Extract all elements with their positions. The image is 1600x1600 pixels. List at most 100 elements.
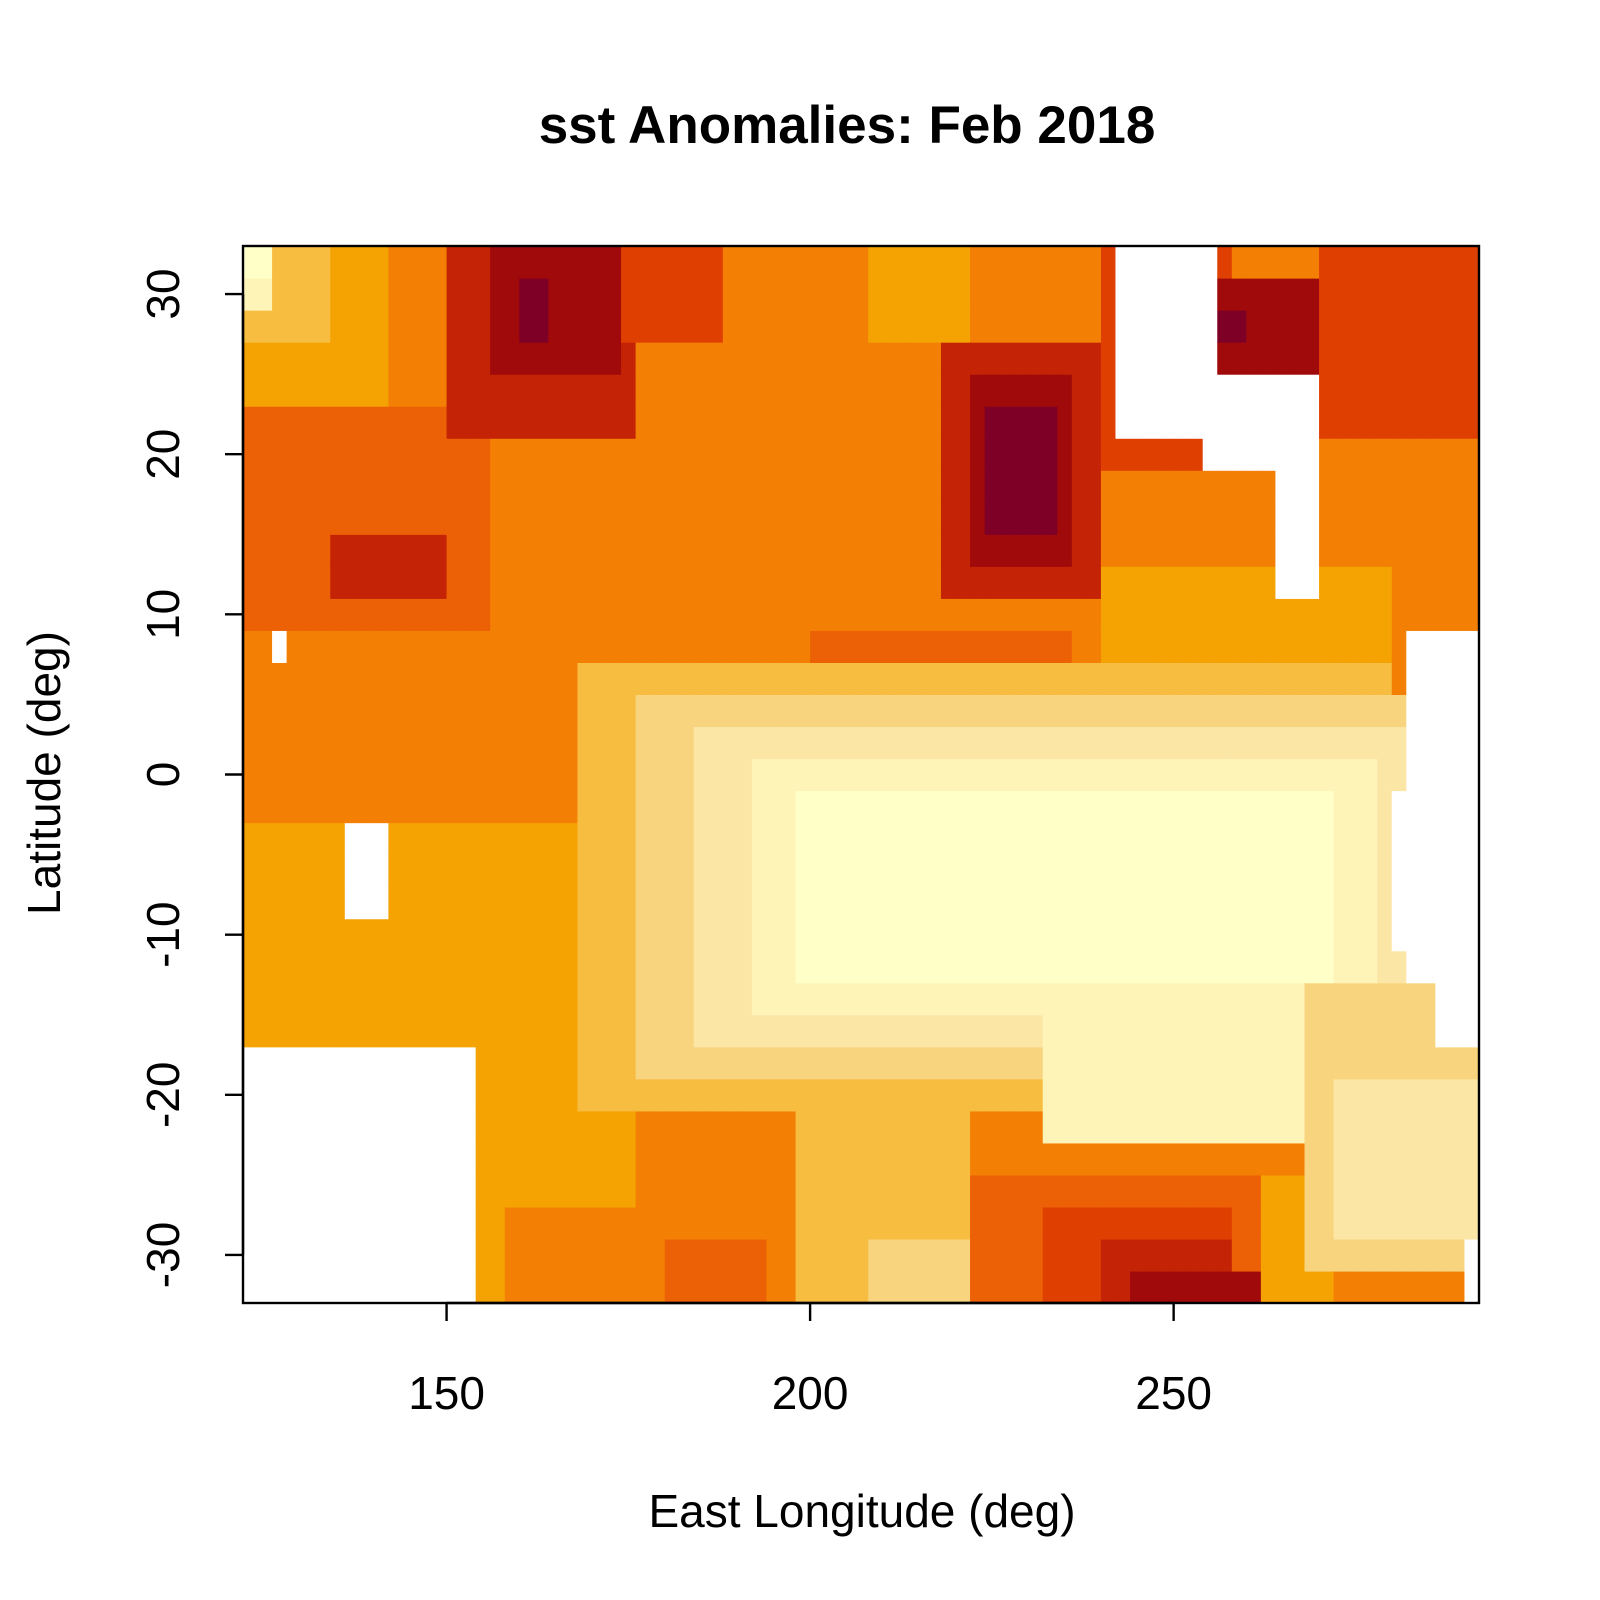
- heatmap-cell: [1173, 566, 1189, 599]
- heatmap-cell: [1449, 662, 1466, 696]
- heatmap-cell: [591, 246, 608, 279]
- heatmap-cell: [737, 790, 753, 824]
- heatmap-cell: [693, 534, 709, 567]
- heatmap-cell: [606, 278, 622, 311]
- heatmap-cell: [1188, 342, 1204, 375]
- heatmap-cell: [650, 790, 666, 824]
- heatmap-cell: [402, 950, 419, 984]
- heatmap-cell: [548, 918, 564, 952]
- heatmap-cell: [243, 630, 259, 663]
- heatmap-cell: [1406, 1078, 1422, 1112]
- heatmap-cell: [577, 822, 593, 856]
- heatmap-cell: [562, 278, 579, 311]
- heatmap-cell: [1144, 950, 1160, 984]
- heatmap-cell: [708, 1014, 724, 1048]
- heatmap-cell: [519, 822, 535, 856]
- heatmap-cell: [591, 630, 608, 663]
- heatmap-cell: [1202, 950, 1218, 984]
- heatmap-cell: [882, 406, 898, 439]
- heatmap-cell: [257, 1270, 273, 1304]
- heatmap-cell: [868, 1078, 884, 1112]
- heatmap-cell: [1348, 1078, 1364, 1112]
- heatmap-cell: [781, 1238, 797, 1272]
- heatmap-cell: [1057, 1270, 1073, 1304]
- heatmap-cell: [606, 758, 622, 792]
- heatmap-cell: [722, 438, 738, 471]
- heatmap-cell: [1013, 374, 1029, 407]
- heatmap-cell: [1173, 790, 1189, 824]
- heatmap-cell: [1071, 1078, 1087, 1112]
- heatmap-cell: [664, 854, 680, 888]
- heatmap-cell: [1086, 726, 1102, 760]
- heatmap-cell: [359, 822, 375, 856]
- heatmap-cell: [810, 246, 826, 279]
- heatmap-cell: [1377, 726, 1393, 760]
- heatmap-cell: [1406, 630, 1422, 663]
- heatmap-cell: [257, 822, 273, 856]
- heatmap-cell: [882, 342, 898, 375]
- heatmap-cell: [1333, 1206, 1349, 1240]
- heatmap-cell: [722, 342, 738, 375]
- heatmap-cell: [257, 758, 273, 792]
- heatmap-cell: [897, 982, 913, 1016]
- heatmap-cell: [781, 534, 797, 567]
- heatmap-cell: [591, 566, 608, 599]
- heatmap-cell: [272, 1046, 288, 1080]
- heatmap-cell: [1348, 598, 1364, 631]
- heatmap-cell: [504, 1078, 520, 1112]
- heatmap-cell: [490, 726, 506, 760]
- heatmap-cell: [388, 1238, 404, 1272]
- heatmap-cell: [1289, 790, 1306, 824]
- heatmap-cell: [1028, 694, 1044, 728]
- heatmap-cell: [344, 790, 360, 824]
- heatmap-cell: [1173, 1174, 1189, 1208]
- heatmap-cell: [1100, 246, 1117, 279]
- heatmap-cell: [955, 854, 971, 888]
- heatmap-cell: [1042, 1270, 1058, 1304]
- heatmap-cell: [562, 534, 579, 567]
- heatmap-cell: [970, 406, 986, 439]
- heatmap-cell: [664, 1206, 680, 1240]
- heatmap-cell: [1217, 374, 1233, 407]
- heatmap-cell: [243, 662, 259, 696]
- heatmap-cell: [679, 1046, 695, 1080]
- heatmap-cell: [708, 854, 724, 888]
- heatmap-cell: [519, 598, 535, 631]
- heatmap-cell: [519, 1110, 535, 1144]
- heatmap-cell: [839, 502, 855, 535]
- heatmap-cell: [984, 1174, 1000, 1208]
- heatmap-cell: [1042, 598, 1058, 631]
- heatmap-cell: [402, 438, 419, 471]
- heatmap-cell: [781, 726, 797, 760]
- heatmap-cell: [1319, 630, 1335, 663]
- heatmap-cell: [446, 854, 462, 888]
- heatmap-cell: [1115, 470, 1131, 503]
- heatmap-cell: [417, 790, 433, 824]
- heatmap-cell: [1188, 662, 1204, 696]
- heatmap-cell: [621, 1238, 637, 1272]
- heatmap-cell: [1057, 310, 1073, 343]
- heatmap-cell: [1377, 630, 1393, 663]
- heatmap-cell: [868, 982, 884, 1016]
- heatmap-cell: [1449, 1206, 1466, 1240]
- heatmap-cell: [330, 1174, 346, 1208]
- heatmap-cell: [1246, 822, 1262, 856]
- heatmap-cell: [490, 438, 506, 471]
- heatmap-cell: [940, 1206, 957, 1240]
- heatmap-cell: [301, 950, 317, 984]
- heatmap-cell: [475, 1142, 491, 1176]
- heatmap-cell: [679, 470, 695, 503]
- heatmap-cell: [388, 342, 404, 375]
- heatmap-cell: [1275, 1238, 1291, 1272]
- heatmap-cell: [1260, 1238, 1277, 1272]
- heatmap-cell: [1275, 790, 1291, 824]
- heatmap-cell: [1406, 438, 1422, 471]
- heatmap-cell: [970, 726, 986, 760]
- heatmap-cell: [621, 662, 637, 696]
- heatmap-cell: [519, 790, 535, 824]
- heatmap-cell: [970, 246, 986, 279]
- heatmap-cell: [417, 246, 433, 279]
- heatmap-cell: [417, 502, 433, 535]
- heatmap-cell: [1202, 406, 1218, 439]
- heatmap-cell: [766, 630, 782, 663]
